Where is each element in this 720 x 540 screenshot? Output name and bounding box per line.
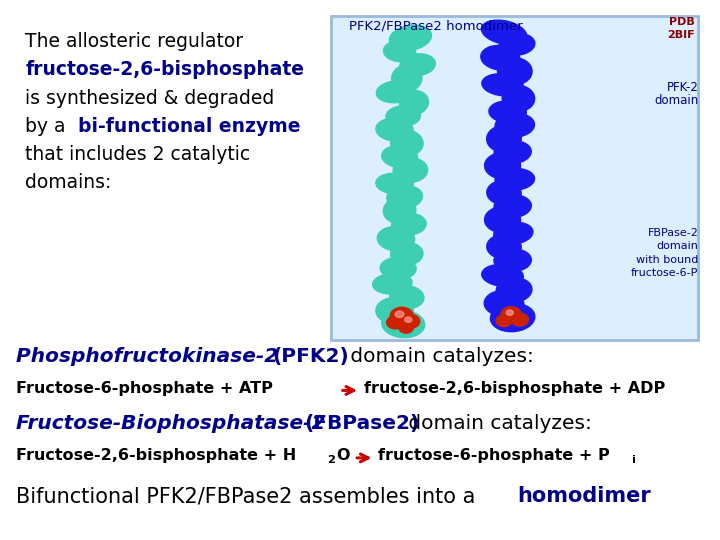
Ellipse shape <box>393 158 428 183</box>
Ellipse shape <box>482 20 526 45</box>
Ellipse shape <box>487 234 521 259</box>
Text: PDB: PDB <box>669 17 695 28</box>
Circle shape <box>506 310 513 315</box>
Ellipse shape <box>482 74 523 96</box>
Text: domain catalyzes:: domain catalyzes: <box>402 414 592 433</box>
Ellipse shape <box>494 141 531 164</box>
Circle shape <box>399 322 413 333</box>
Circle shape <box>401 314 420 328</box>
Ellipse shape <box>384 41 415 62</box>
Ellipse shape <box>485 291 523 316</box>
Text: domain catalyzes:: domain catalyzes: <box>344 347 534 366</box>
Ellipse shape <box>502 85 535 111</box>
Ellipse shape <box>383 198 416 224</box>
Ellipse shape <box>485 207 521 233</box>
Text: homodimer: homodimer <box>517 486 651 506</box>
Ellipse shape <box>487 180 521 205</box>
Text: (FBPase2): (FBPase2) <box>304 414 419 433</box>
Ellipse shape <box>382 310 425 338</box>
Text: fructose-2,6-bisphosphate: fructose-2,6-bisphosphate <box>25 60 304 79</box>
Ellipse shape <box>400 54 436 76</box>
Text: Fructose-6-phosphate + ATP: Fructose-6-phosphate + ATP <box>16 381 279 396</box>
Text: The allosteric regulator: The allosteric regulator <box>25 32 243 51</box>
Ellipse shape <box>499 33 535 55</box>
Text: domain: domain <box>654 94 698 107</box>
Text: .: . <box>629 486 635 506</box>
Text: FBPase-2: FBPase-2 <box>647 228 698 238</box>
Ellipse shape <box>390 286 424 308</box>
Circle shape <box>511 313 528 326</box>
Ellipse shape <box>392 65 422 92</box>
Text: with bound: with bound <box>636 255 698 265</box>
Ellipse shape <box>376 298 413 323</box>
Ellipse shape <box>387 186 423 208</box>
Circle shape <box>387 316 404 329</box>
Text: bi-functional enzyme: bi-functional enzyme <box>78 117 300 136</box>
Text: is synthesized & degraded: is synthesized & degraded <box>25 89 274 107</box>
Text: that includes 2 catalytic: that includes 2 catalytic <box>25 145 251 164</box>
Ellipse shape <box>376 118 413 141</box>
Ellipse shape <box>485 153 521 179</box>
Ellipse shape <box>377 226 415 251</box>
Text: by a: by a <box>25 117 72 136</box>
Ellipse shape <box>482 265 523 286</box>
Text: 2BIF: 2BIF <box>667 30 695 40</box>
Ellipse shape <box>400 91 428 114</box>
Text: 2: 2 <box>328 455 336 465</box>
Text: Fructose-2,6-bisphosphate + H: Fructose-2,6-bisphosphate + H <box>16 448 296 463</box>
Text: domains:: domains: <box>25 173 112 192</box>
Ellipse shape <box>380 258 416 279</box>
Text: PFK-2: PFK-2 <box>667 81 698 94</box>
Ellipse shape <box>390 130 423 156</box>
Ellipse shape <box>487 125 521 152</box>
Circle shape <box>390 307 413 325</box>
Circle shape <box>405 317 412 322</box>
Ellipse shape <box>489 101 526 123</box>
Ellipse shape <box>495 113 534 137</box>
Ellipse shape <box>494 249 531 272</box>
Ellipse shape <box>386 106 420 126</box>
Text: fructose-6-phosphate + P: fructose-6-phosphate + P <box>378 448 610 463</box>
Circle shape <box>395 311 404 318</box>
Ellipse shape <box>494 195 531 218</box>
Ellipse shape <box>496 278 532 302</box>
Text: domain: domain <box>657 241 698 252</box>
Ellipse shape <box>498 58 532 85</box>
Ellipse shape <box>495 168 534 190</box>
Ellipse shape <box>490 303 535 332</box>
Ellipse shape <box>390 25 431 51</box>
Ellipse shape <box>377 81 415 103</box>
Circle shape <box>496 315 512 327</box>
Text: fructose-6-P: fructose-6-P <box>631 268 698 279</box>
Text: (PFK2): (PFK2) <box>272 347 349 366</box>
Circle shape <box>501 307 521 322</box>
Text: PFK2/FBPase2 homodimer: PFK2/FBPase2 homodimer <box>348 20 523 33</box>
FancyBboxPatch shape <box>331 16 698 340</box>
Text: O: O <box>337 448 356 463</box>
Text: Fructose-Biophosphatase-2: Fructose-Biophosphatase-2 <box>16 414 333 433</box>
Ellipse shape <box>392 213 426 235</box>
Ellipse shape <box>494 222 533 244</box>
Ellipse shape <box>376 173 413 194</box>
Ellipse shape <box>391 242 423 265</box>
Text: Bifunctional PFK2/FBPase2 assembles into a: Bifunctional PFK2/FBPase2 assembles into… <box>16 486 482 506</box>
Ellipse shape <box>373 273 412 294</box>
Text: Phosphofructokinase-2: Phosphofructokinase-2 <box>16 347 285 366</box>
Text: i: i <box>632 455 636 465</box>
Ellipse shape <box>481 45 520 70</box>
Ellipse shape <box>382 146 418 167</box>
Text: fructose-2,6-bisphosphate + ADP: fructose-2,6-bisphosphate + ADP <box>364 381 665 396</box>
